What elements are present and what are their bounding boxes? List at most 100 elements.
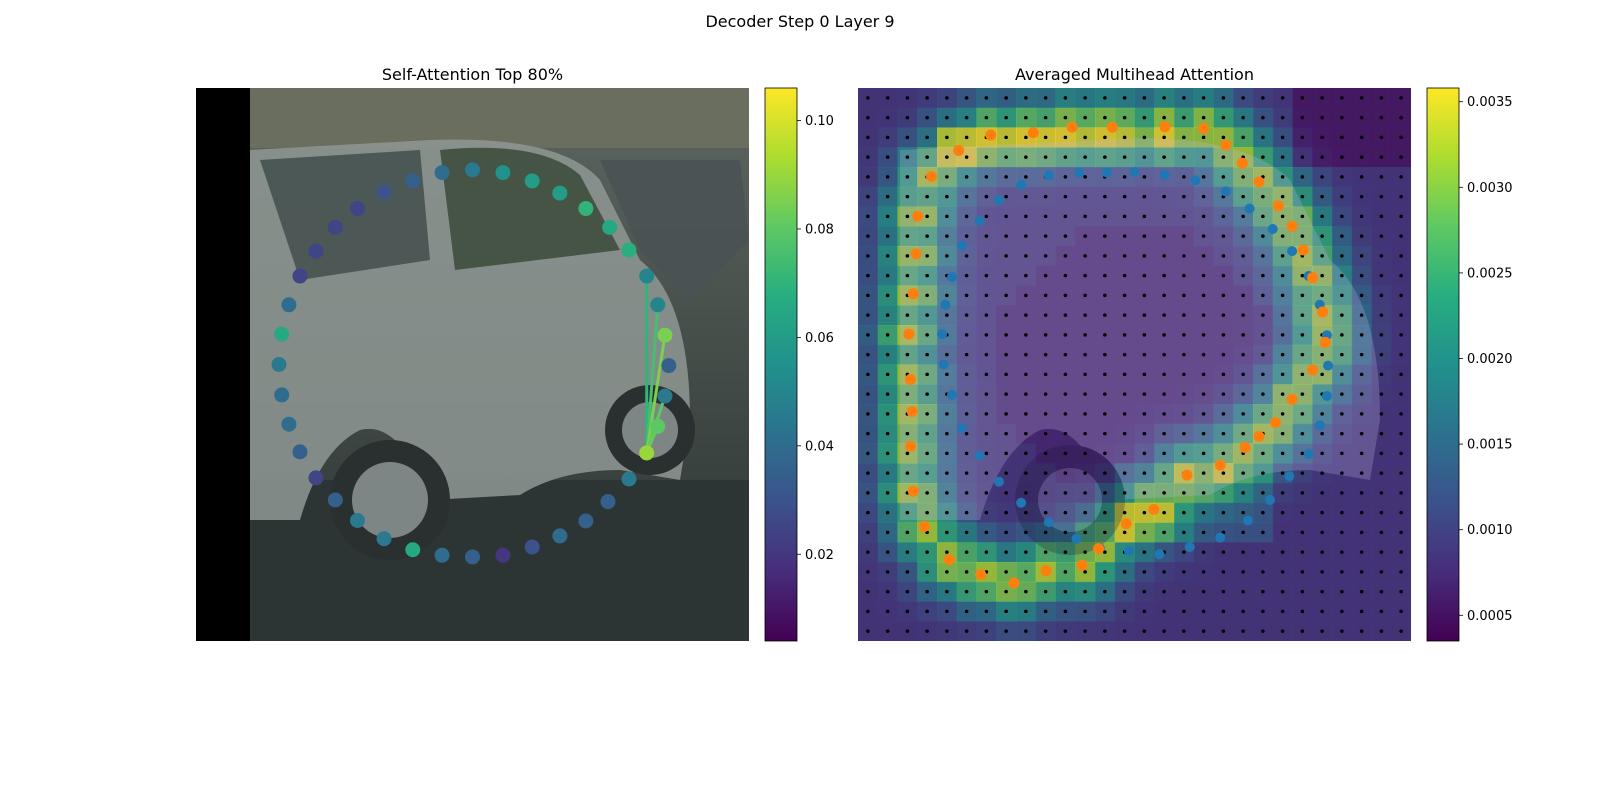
grid-dot (1359, 352, 1364, 357)
grid-dot (1162, 273, 1166, 278)
grid-dot (1261, 333, 1265, 337)
colorbar-tick-label: 0.0035 (1467, 95, 1513, 110)
grid-dot (1241, 273, 1245, 278)
grid-dot (1004, 96, 1008, 100)
grid-dot (964, 352, 969, 357)
grid-dot (1359, 412, 1364, 416)
grid-dot (1201, 214, 1206, 219)
grid-dot (1182, 530, 1186, 535)
grid-dot (1122, 392, 1127, 396)
grid-dot (1024, 96, 1028, 100)
attention-line (645, 303, 660, 455)
query-point (495, 165, 511, 181)
grid-dot (1221, 333, 1226, 337)
grid-dot (925, 589, 929, 594)
grid-dot (1122, 293, 1127, 298)
grid-dot (1083, 471, 1087, 475)
grid-dot (905, 135, 910, 140)
grid-dot (1320, 451, 1324, 456)
query-point (281, 297, 297, 313)
car-photo-background (196, 88, 749, 641)
query-point (524, 539, 540, 555)
orange-point (975, 569, 987, 581)
grid-dot (866, 431, 870, 436)
grid-dot (1201, 273, 1206, 278)
grid-dot (1300, 333, 1305, 337)
grid-dot (1261, 313, 1265, 317)
grid-dot (1340, 451, 1344, 456)
grid-dot (1142, 175, 1147, 179)
grid-dot (905, 155, 910, 159)
grid-dot (1142, 194, 1147, 199)
grid-dot (1122, 234, 1127, 238)
grid-dot (984, 352, 989, 357)
grid-dot (1340, 510, 1344, 515)
grid-dot (984, 313, 989, 317)
grid-dot (1103, 392, 1107, 396)
grid-dot (925, 135, 929, 140)
grid-dot (1359, 214, 1364, 219)
grid-dot (1399, 392, 1403, 396)
grid-dot (1320, 115, 1324, 120)
query-point (552, 528, 568, 544)
grid-dot (1201, 510, 1206, 515)
grid-dot (1201, 135, 1206, 140)
orange-point (1066, 121, 1078, 133)
grid-dot (1063, 392, 1068, 396)
grid-dot (1162, 333, 1166, 337)
grid-dot (1063, 412, 1068, 416)
grid-dot (1201, 412, 1206, 416)
grid-dot (1280, 510, 1285, 515)
grid-dot (1379, 392, 1384, 396)
grid-dot (1142, 273, 1147, 278)
grid-dot (1221, 293, 1226, 298)
grid-dot (964, 115, 969, 120)
grid-dot (866, 194, 870, 199)
grid-dot (1182, 115, 1186, 120)
grid-dot (1320, 293, 1324, 298)
grid-dot (1182, 510, 1186, 515)
grid-dot (1300, 530, 1305, 535)
multihead-attention-colorbar: 0.0005 0.0010 0.0015 0.0020 0.0025 0.0030 0.00… (1426, 87, 1513, 642)
orange-point (907, 485, 919, 497)
grid-dot (1261, 135, 1265, 140)
query-point (661, 358, 677, 374)
grid-dot (905, 570, 910, 574)
grid-dot (1182, 412, 1186, 416)
grid-dot (1083, 214, 1087, 219)
grid-dot (1142, 510, 1147, 515)
grid-dot (1201, 194, 1206, 199)
grid-dot (1103, 135, 1107, 140)
grid-dot (1280, 412, 1285, 416)
grid-dot (1300, 273, 1305, 278)
grid-dot (866, 530, 870, 535)
grid-dot (1083, 510, 1087, 515)
grid-dot (1063, 214, 1068, 219)
grid-dot (1024, 214, 1028, 219)
blue-point (937, 329, 948, 340)
grid-dot (1300, 392, 1305, 396)
grid-dot (1122, 155, 1127, 159)
grid-dot (1004, 273, 1008, 278)
grid-dot (1399, 451, 1403, 456)
grid-dot (945, 550, 949, 554)
grid-dot (885, 412, 890, 416)
grid-dot (984, 96, 989, 100)
blue-point (1190, 175, 1201, 186)
grid-dot (1399, 530, 1403, 535)
orange-point (985, 129, 997, 141)
grid-dot (1359, 135, 1364, 140)
query-point (292, 268, 308, 284)
grid-dot (1241, 491, 1245, 495)
grid-dot (885, 194, 890, 199)
grid-dot (1280, 352, 1285, 357)
grid-dot (1379, 570, 1384, 574)
grid-dot (1320, 214, 1324, 219)
grid-dot (1300, 491, 1305, 495)
grid-dot (885, 550, 890, 554)
grid-dot (1221, 510, 1226, 515)
grid-dot (866, 589, 870, 594)
grid-dot (1359, 629, 1364, 633)
grid-dot (945, 313, 949, 317)
grid-dot (925, 352, 929, 357)
